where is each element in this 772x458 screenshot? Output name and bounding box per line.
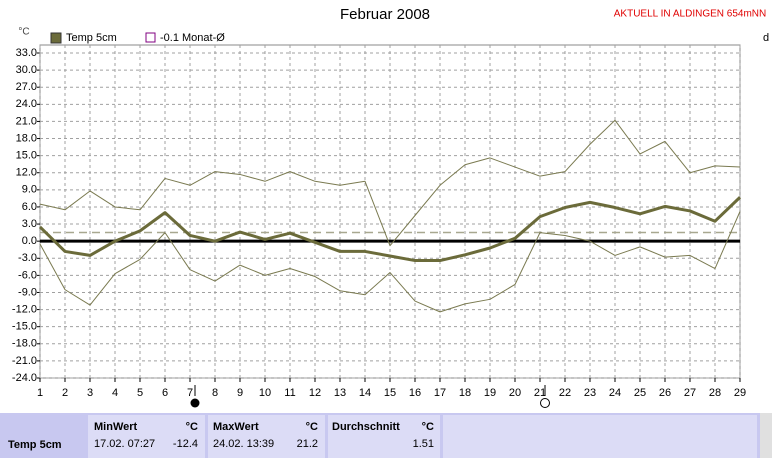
x-tick-label: 11	[284, 387, 295, 399]
x-tick-label: 18	[459, 387, 471, 399]
stats-value: 21.2	[297, 438, 318, 450]
stats-unit: °C	[186, 421, 198, 433]
x-tick-label: 26	[659, 387, 671, 399]
x-tick-label: 29	[734, 387, 746, 399]
x-tick-label: 7	[187, 387, 193, 399]
stats-label: Temp 5cm	[8, 439, 62, 451]
chart-title: Februar 2008	[340, 6, 430, 23]
y-axis-label: °C	[18, 27, 29, 38]
x-tick-label: 16	[409, 387, 421, 399]
y-tick-label: 21.0	[16, 115, 37, 127]
stats-title: MaxWert	[213, 421, 259, 433]
legend-label: -0.1 Monat-Ø	[160, 32, 225, 44]
y-tick-label: -18.0	[12, 338, 37, 350]
stats-date: 24.02. 13:39	[213, 438, 274, 450]
series-line	[39, 211, 741, 313]
x-axis-label: d	[763, 32, 769, 44]
x-tick-label: 3	[87, 387, 93, 399]
legend-label: Temp 5cm	[66, 32, 117, 44]
x-tick-label: 6	[162, 387, 168, 399]
stats-unit: °C	[306, 421, 318, 433]
x-tick-label: 17	[434, 387, 446, 399]
series-line	[39, 119, 741, 247]
x-tick-label: 13	[334, 387, 346, 399]
stats-cell	[88, 415, 205, 458]
x-tick-label: 19	[484, 387, 496, 399]
x-tick-label: 24	[609, 387, 621, 399]
y-tick-label: 18.0	[16, 132, 37, 144]
x-tick-label: 5	[137, 387, 143, 399]
y-tick-label: -15.0	[12, 321, 37, 333]
legend-swatch	[145, 32, 156, 43]
y-tick-label: -12.0	[12, 303, 37, 315]
y-tick-label: -21.0	[12, 355, 37, 367]
x-tick-label: 12	[309, 387, 321, 399]
x-tick-label: 4	[112, 387, 118, 399]
x-tick-label: 1	[37, 387, 43, 399]
stats-panel: Temp 5cm MinWert °C 17.02. 07:27 -12.4 M…	[0, 413, 772, 458]
y-tick-label: 33.0	[16, 47, 37, 59]
x-tick-label: 23	[584, 387, 596, 399]
y-tick-label: 27.0	[16, 81, 37, 93]
y-tick-label: -9.0	[18, 286, 37, 298]
y-tick-label: 15.0	[16, 150, 37, 162]
x-tick-label: 2	[62, 387, 68, 399]
stats-cell	[208, 415, 325, 458]
x-tick-label: 9	[237, 387, 243, 399]
y-tick-label: -24.0	[12, 372, 37, 384]
y-tick-label: -6.0	[18, 269, 37, 281]
y-tick-label: 0.0	[22, 235, 37, 247]
x-tick-label: 28	[709, 387, 721, 399]
x-tick-label: 8	[212, 387, 218, 399]
series-line	[38, 196, 742, 263]
scrollbar	[760, 413, 772, 458]
y-tick-label: 3.0	[22, 218, 37, 230]
y-tick-label: 30.0	[16, 64, 37, 76]
new-moon-icon	[190, 398, 200, 408]
subtitle: AKTUELL IN ALDINGEN 654mNN	[614, 9, 766, 20]
stats-title: Durchschnitt	[332, 421, 400, 433]
y-tick-label: -3.0	[18, 252, 37, 264]
stats-cell	[328, 415, 440, 458]
stats-cell	[443, 415, 757, 458]
y-tick-label: 6.0	[22, 201, 37, 213]
x-tick-label: 22	[559, 387, 571, 399]
x-tick-label: 25	[634, 387, 646, 399]
y-tick-label: 9.0	[22, 184, 37, 196]
x-tick-label: 10	[259, 387, 271, 399]
y-tick-label: 24.0	[16, 98, 37, 110]
stats-title: MinWert	[94, 421, 138, 433]
y-tick-label: 12.0	[16, 167, 37, 179]
x-tick-label: 14	[359, 387, 371, 399]
stats-date: 17.02. 07:27	[94, 438, 155, 450]
full-moon-icon	[540, 398, 550, 408]
x-tick-label: 15	[384, 387, 396, 399]
x-tick-label: 21	[534, 387, 546, 399]
legend-swatch	[50, 32, 62, 44]
stats-value: 1.51	[413, 438, 434, 450]
stats-unit: °C	[422, 421, 434, 433]
stats-value: -12.4	[173, 438, 198, 450]
x-tick-label: 20	[509, 387, 521, 399]
x-tick-label: 27	[684, 387, 696, 399]
